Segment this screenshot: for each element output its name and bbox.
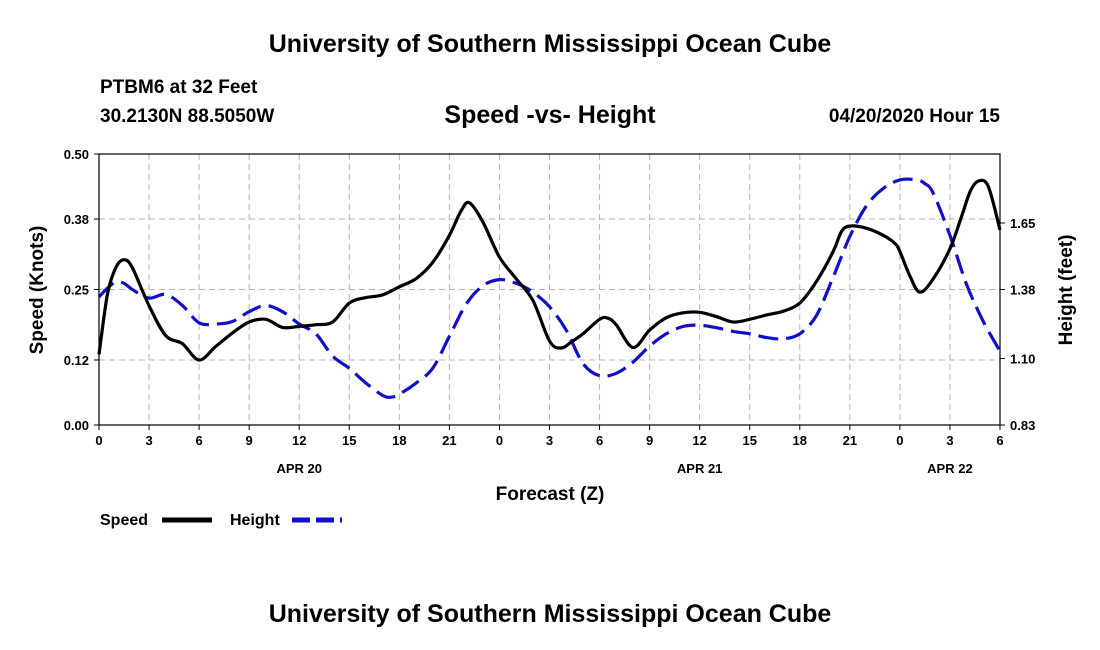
speed-series-line (97, 178, 1002, 362)
x-tick-label: 12 (292, 433, 306, 448)
x-tick-label: 0 (896, 433, 903, 448)
chart-title: Speed -vs- Height (444, 101, 656, 129)
forecast-run-date: 04/20/2020 Hour 15 (828, 106, 1000, 127)
station-label: PTBM6 at 32 Feet (100, 77, 258, 98)
y2-tick-label: 1.65 (1010, 216, 1035, 231)
x-axis-title: Forecast (Z) (496, 484, 605, 505)
y2-tick-label: 1.10 (1010, 351, 1035, 366)
y2-tick-label: 1.38 (1010, 283, 1035, 298)
series-group (97, 177, 1002, 399)
y-tick-label: 0.38 (64, 212, 89, 227)
y-tick-label: 0.00 (64, 418, 89, 433)
y-tick-label: 0.25 (64, 283, 89, 298)
y-tick-label: 0.12 (64, 353, 89, 368)
x-tick-label: 9 (646, 433, 653, 448)
page-title: University of Southern Mississippi Ocean… (268, 30, 832, 58)
footer-title: University of Southern Mississippi Ocean… (268, 600, 832, 628)
legend-label-speed: Speed (100, 512, 148, 529)
y-tick-label: 0.50 (64, 147, 89, 162)
height-series-line (97, 177, 1002, 399)
x-tick-label: 3 (546, 433, 553, 448)
day-label: APR 20 (276, 461, 322, 476)
x-tick-label: 6 (195, 433, 202, 448)
y2-tick-label: 0.83 (1010, 418, 1035, 433)
x-tick-label: 15 (342, 433, 356, 448)
x-tick-label: 6 (996, 433, 1003, 448)
x-tick-label: 3 (145, 433, 152, 448)
station-coordinates: 30.2130N 88.5050W (100, 106, 275, 127)
x-tick-label: 0 (95, 433, 102, 448)
axes: 0 3 6 9 12 15 18 21 0 3 6 9 12 15 18 21 0 3 6 0.00 0.12 0.25 0… (64, 147, 1036, 476)
x-tick-label: 9 (246, 433, 253, 448)
x-tick-label: 3 (946, 433, 953, 448)
x-tick-label: 21 (843, 433, 857, 448)
x-tick-label: 0 (496, 433, 503, 448)
x-tick-label: 18 (392, 433, 406, 448)
y2-axis-title: Height (feet) (1056, 235, 1077, 346)
x-tick-label: 12 (692, 433, 706, 448)
legend: Speed Height (100, 512, 342, 529)
x-tick-label: 21 (442, 433, 456, 448)
legend-label-height: Height (230, 512, 280, 529)
x-tick-label: 6 (596, 433, 603, 448)
day-label: APR 21 (677, 461, 723, 476)
x-tick-label: 18 (793, 433, 807, 448)
day-label: APR 22 (927, 461, 973, 476)
y-axis-title: Speed (Knots) (27, 226, 48, 355)
x-tick-label: 15 (742, 433, 756, 448)
grid (99, 154, 1000, 425)
